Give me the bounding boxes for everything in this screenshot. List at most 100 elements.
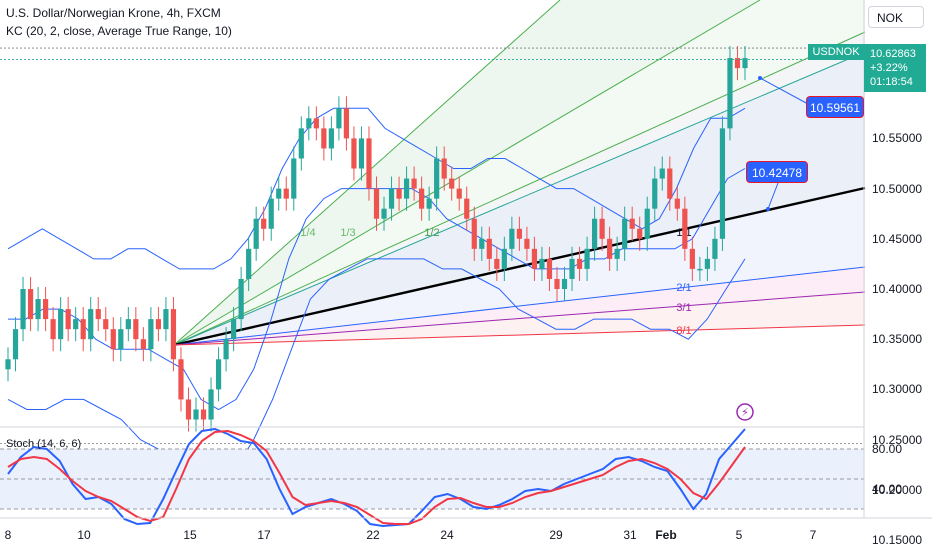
candle-body [531,248,538,269]
symbol-tag: USDNOK [808,44,864,60]
time-tick-label: 29 [549,528,563,542]
fan-line [173,0,761,346]
price-tick-label: 10.30000 [872,382,923,397]
candle-body [351,138,357,169]
candles [5,46,748,432]
candle-body [719,128,726,239]
fan-line [173,31,866,346]
fan-line [173,291,866,346]
fan-line [173,324,866,346]
candle-body [667,168,673,199]
candle-body [200,409,207,420]
price-tick-label: 10.20000 [872,482,923,497]
price-tick-label: 10.45000 [872,231,923,246]
candle-body [524,238,530,249]
candle-body [140,339,146,350]
candle-body [283,188,289,199]
time-tick-label: 24 [440,528,454,542]
candle-body [456,188,462,199]
callout-leader-upper [759,77,809,105]
price-tick-label: 10.55000 [872,131,923,146]
stoch-d-line [7,429,746,525]
event-icon [736,403,754,421]
candle-body [35,299,41,320]
candle-body [561,278,568,289]
fan-label: 8/1 [676,325,691,337]
candle-body [419,188,425,209]
candle-body [539,258,545,269]
candle-body [584,248,590,269]
candle-body [614,248,620,259]
overlay [0,47,864,445]
candle-body [103,319,109,330]
time-tick-label: 31 [623,528,637,542]
candle-body [569,258,575,279]
candle-body [313,118,319,129]
candle-body [88,309,94,340]
candle-body [742,58,748,69]
fan-label: 3/1 [676,302,691,314]
candle-body [358,138,365,169]
time-tick-label: 8 [4,528,12,542]
fan-line [173,186,866,347]
gann-fan: 1/41/31/21/12/13/18/1 [173,0,866,347]
candle-body [501,248,507,269]
fan-label: 1/4 [300,227,315,239]
callout-leader-lower [767,182,779,210]
candle-body [215,359,222,390]
time-tick-label: 5 [735,528,743,542]
candle-body [652,178,658,209]
candle-body [178,359,184,400]
fan-zone [174,0,865,345]
keltner-upper [7,107,746,270]
price-tick-label: 10.15000 [872,533,923,547]
candle-body [674,198,680,209]
indicator-label: KC (20, 2, close, Average True Range, 10… [6,24,232,38]
candle-body [434,158,440,199]
candle-body [118,329,124,350]
candle-body [637,228,643,239]
candle-body [298,128,304,159]
price-callout-lower[interactable]: 10.42478 [746,161,808,183]
candle-body [546,258,553,279]
candle-body [12,329,19,360]
candle-body [110,329,116,350]
candle-body [464,198,470,219]
candle-body [727,58,733,129]
price-tick-label: 10.40000 [872,282,923,296]
candle-body [704,258,710,269]
price-tick-label: 10.50000 [872,181,923,196]
candle-body [261,218,267,229]
candle-body [306,118,312,129]
candle-body [268,198,274,229]
candle-body [20,289,26,330]
candle-body [622,218,628,249]
callout-anchor-upper [758,76,762,80]
candle-body [253,218,259,249]
time-tick-label: 7 [809,528,817,542]
candle-body [133,319,139,340]
stoch-tick-label: 80.00 [872,442,903,456]
currency-button[interactable]: NOK [868,6,924,28]
chart-title: U.S. Dollar/Norwegian Krone, 4h, FXCM [6,6,221,20]
candle-body [629,218,635,229]
price-callout-upper[interactable]: 10.59561 [806,96,864,118]
candle-body [659,168,665,179]
callout-anchor-lower [766,207,770,211]
candle-body [554,278,560,289]
candle-body [238,278,244,320]
fan-line [173,266,866,346]
stoch-title: Stoch (14, 6, 6) [6,438,81,450]
candle-body [246,248,252,279]
keltner-lower [7,258,746,481]
candle-body [411,178,417,189]
time-tick-label: Feb [655,528,677,542]
candle-body [682,208,688,249]
candle-body [449,178,455,189]
candle-body [5,359,11,370]
candle-body [95,309,101,320]
candle-body [471,218,477,249]
candle-body [516,228,522,239]
time-tick-label: 22 [366,528,380,542]
